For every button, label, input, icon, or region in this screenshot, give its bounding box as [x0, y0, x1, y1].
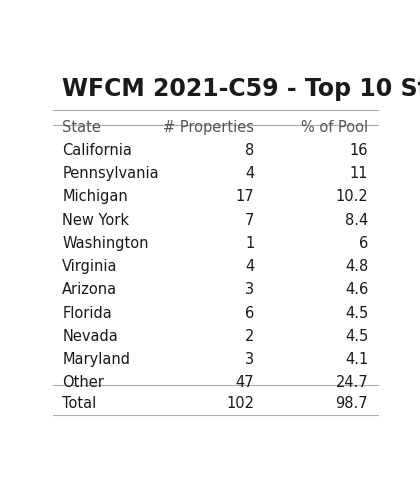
Text: 2: 2 [245, 329, 255, 344]
Text: Arizona: Arizona [62, 282, 118, 297]
Text: 10.2: 10.2 [336, 189, 368, 205]
Text: California: California [62, 143, 132, 158]
Text: 8.4: 8.4 [345, 212, 368, 227]
Text: 102: 102 [226, 396, 255, 411]
Text: 4.1: 4.1 [345, 352, 368, 367]
Text: Virginia: Virginia [62, 259, 118, 274]
Text: 17: 17 [236, 189, 255, 205]
Text: 8: 8 [245, 143, 255, 158]
Text: Other: Other [62, 375, 104, 390]
Text: 47: 47 [236, 375, 255, 390]
Text: 4: 4 [245, 166, 255, 181]
Text: 98.7: 98.7 [336, 396, 368, 411]
Text: Nevada: Nevada [62, 329, 118, 344]
Text: 6: 6 [245, 305, 255, 320]
Text: 24.7: 24.7 [336, 375, 368, 390]
Text: New York: New York [62, 212, 129, 227]
Text: 4.5: 4.5 [345, 305, 368, 320]
Text: 4.5: 4.5 [345, 329, 368, 344]
Text: 3: 3 [245, 282, 255, 297]
Text: % of Pool: % of Pool [301, 120, 368, 135]
Text: Maryland: Maryland [62, 352, 130, 367]
Text: State: State [62, 120, 101, 135]
Text: Michigan: Michigan [62, 189, 128, 205]
Text: 4: 4 [245, 259, 255, 274]
Text: 1: 1 [245, 236, 255, 251]
Text: WFCM 2021-C59 - Top 10 States: WFCM 2021-C59 - Top 10 States [62, 77, 420, 101]
Text: # Properties: # Properties [163, 120, 255, 135]
Text: 4.8: 4.8 [345, 259, 368, 274]
Text: Florida: Florida [62, 305, 112, 320]
Text: 4.6: 4.6 [345, 282, 368, 297]
Text: Pennsylvania: Pennsylvania [62, 166, 159, 181]
Text: Washington: Washington [62, 236, 149, 251]
Text: 7: 7 [245, 212, 255, 227]
Text: 3: 3 [245, 352, 255, 367]
Text: 6: 6 [359, 236, 368, 251]
Text: 11: 11 [350, 166, 368, 181]
Text: 16: 16 [350, 143, 368, 158]
Text: Total: Total [62, 396, 97, 411]
